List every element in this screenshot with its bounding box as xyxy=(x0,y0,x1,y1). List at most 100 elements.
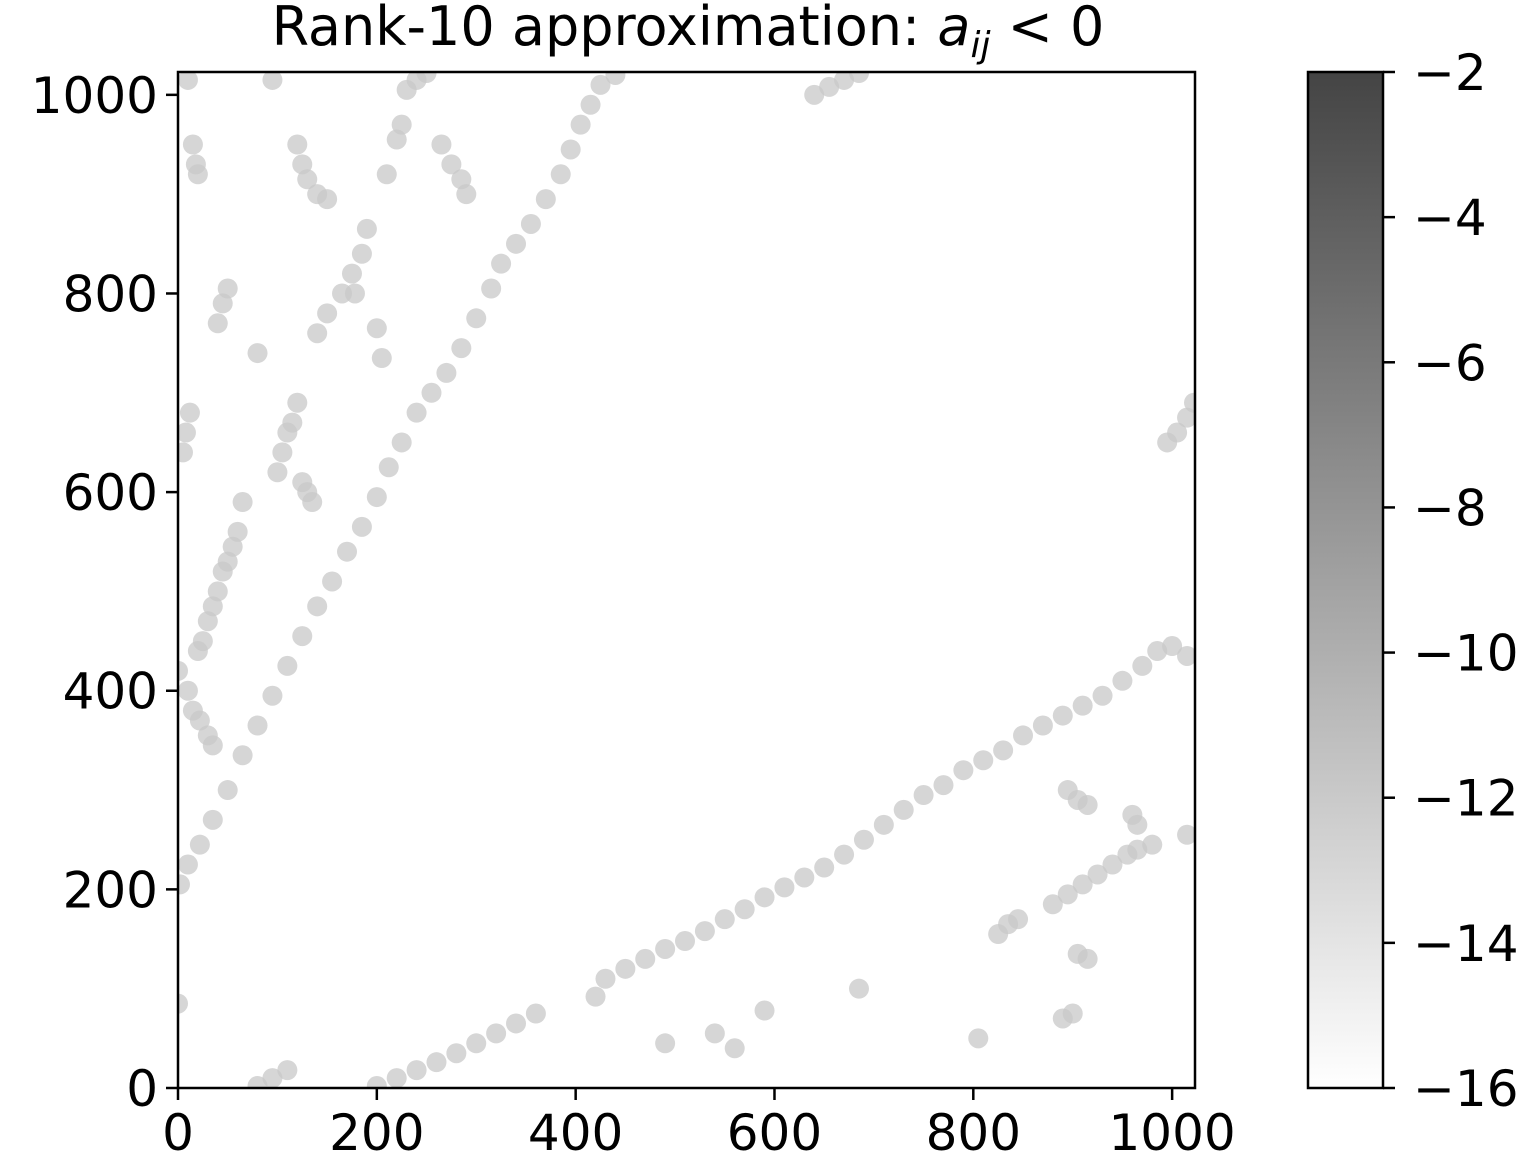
scatter-point xyxy=(247,715,268,736)
scatter-point xyxy=(595,968,616,989)
scatter-point xyxy=(1032,715,1053,736)
scatter-point xyxy=(436,362,457,383)
scatter-point xyxy=(1062,1003,1083,1024)
y-tick-label: 600 xyxy=(63,464,158,522)
scatter-point xyxy=(302,492,323,513)
scatter-point xyxy=(1072,695,1093,716)
chart-title-variable: a xyxy=(937,0,970,58)
scatter-point xyxy=(317,189,338,210)
scatter-point xyxy=(1127,814,1148,835)
scatter-point xyxy=(366,318,387,339)
x-tick-label: 400 xyxy=(528,1104,623,1162)
scatter-point xyxy=(212,561,233,582)
scatter-point xyxy=(1008,909,1029,930)
scatter-point xyxy=(287,392,308,413)
scatter-point xyxy=(187,164,208,185)
scatter-point xyxy=(848,72,869,83)
scatter-point xyxy=(1167,422,1188,443)
scatter-point xyxy=(441,154,462,175)
x-tick-label: 0 xyxy=(162,1104,194,1162)
scatter-point xyxy=(179,402,200,423)
scatter-point xyxy=(1177,645,1195,666)
scatter-point xyxy=(366,487,387,508)
scatter-point xyxy=(694,921,715,942)
scatter-point xyxy=(1184,392,1195,413)
y-axis: 0 200 400 600 800 1000 xyxy=(31,67,178,1118)
scatter-point xyxy=(580,94,601,115)
scatter-point xyxy=(675,931,696,952)
scatter-point xyxy=(277,655,298,676)
scatter-point xyxy=(197,611,218,632)
scatter-point xyxy=(232,492,253,513)
scatter-point xyxy=(754,1000,775,1021)
scatter-point xyxy=(178,854,198,875)
scatter-point xyxy=(560,139,581,160)
scatter-point xyxy=(446,1043,467,1064)
scatter-point xyxy=(635,948,656,969)
scatter-point xyxy=(292,626,313,647)
scatter-point xyxy=(378,457,399,478)
scatter-point xyxy=(189,710,210,731)
scatter-point xyxy=(351,243,372,264)
x-tick-label: 1000 xyxy=(1109,1104,1236,1162)
scatter-point xyxy=(605,72,626,85)
scatter-point xyxy=(322,571,343,592)
x-tick-label: 800 xyxy=(926,1104,1021,1162)
scatter-points xyxy=(178,72,1195,1088)
colorbar xyxy=(1306,70,1385,1090)
chart-title-subscript: ij xyxy=(970,25,990,66)
scatter-point xyxy=(1102,854,1123,875)
scatter-point xyxy=(590,74,611,95)
y-tick-label: 1000 xyxy=(31,67,158,125)
x-tick-label: 600 xyxy=(727,1104,822,1162)
scatter-point xyxy=(655,938,676,959)
colorbar-tick-label: −6 xyxy=(1413,334,1487,392)
scatter-point xyxy=(993,740,1014,761)
scatter-point xyxy=(1042,894,1063,915)
scatter-point xyxy=(853,829,874,850)
scatter-point xyxy=(1052,705,1073,726)
scatter-point xyxy=(189,834,210,855)
scatter-point xyxy=(178,680,198,701)
colorbar-tick-label: −12 xyxy=(1413,770,1519,828)
scatter-point xyxy=(207,313,228,334)
scatter-point xyxy=(182,134,203,155)
scatter-point xyxy=(734,899,755,920)
scatter-point xyxy=(1132,655,1153,676)
y-tick-label: 0 xyxy=(126,1060,158,1118)
scatter-point xyxy=(968,1028,989,1049)
y-tick-label: 400 xyxy=(63,663,158,721)
scatter-point xyxy=(615,958,636,979)
scatter-point xyxy=(351,516,372,537)
scatter-point xyxy=(893,799,914,820)
scatter-point xyxy=(178,442,193,463)
scatter-point xyxy=(202,809,223,830)
scatter-point xyxy=(794,867,815,888)
scatter-point xyxy=(406,1060,427,1081)
scatter-point xyxy=(486,1023,507,1044)
scatter-point xyxy=(386,1068,407,1088)
scatter-point xyxy=(217,278,238,299)
scatter-point xyxy=(317,303,338,324)
scatter-point xyxy=(834,844,855,865)
scatter-point xyxy=(376,164,397,185)
scatter-point xyxy=(506,1013,527,1034)
scatter-point xyxy=(714,909,735,930)
scatter-point xyxy=(406,402,427,423)
scatter-point xyxy=(466,308,487,329)
scatter-point xyxy=(814,857,835,878)
scatter-point xyxy=(1112,670,1133,691)
scatter-point xyxy=(973,750,994,771)
scatter-point xyxy=(178,72,198,90)
scatter-point xyxy=(277,1060,298,1081)
colorbar-tick-label: −4 xyxy=(1413,189,1487,247)
scatter-point xyxy=(913,785,934,806)
scatter-point xyxy=(1162,636,1183,657)
scatter-point xyxy=(178,660,188,681)
y-tick-label: 200 xyxy=(63,861,158,919)
colorbar-tick-label: −10 xyxy=(1413,625,1519,683)
scatter-point xyxy=(1013,725,1034,746)
scatter-point xyxy=(416,72,437,83)
scatter-point xyxy=(873,814,894,835)
